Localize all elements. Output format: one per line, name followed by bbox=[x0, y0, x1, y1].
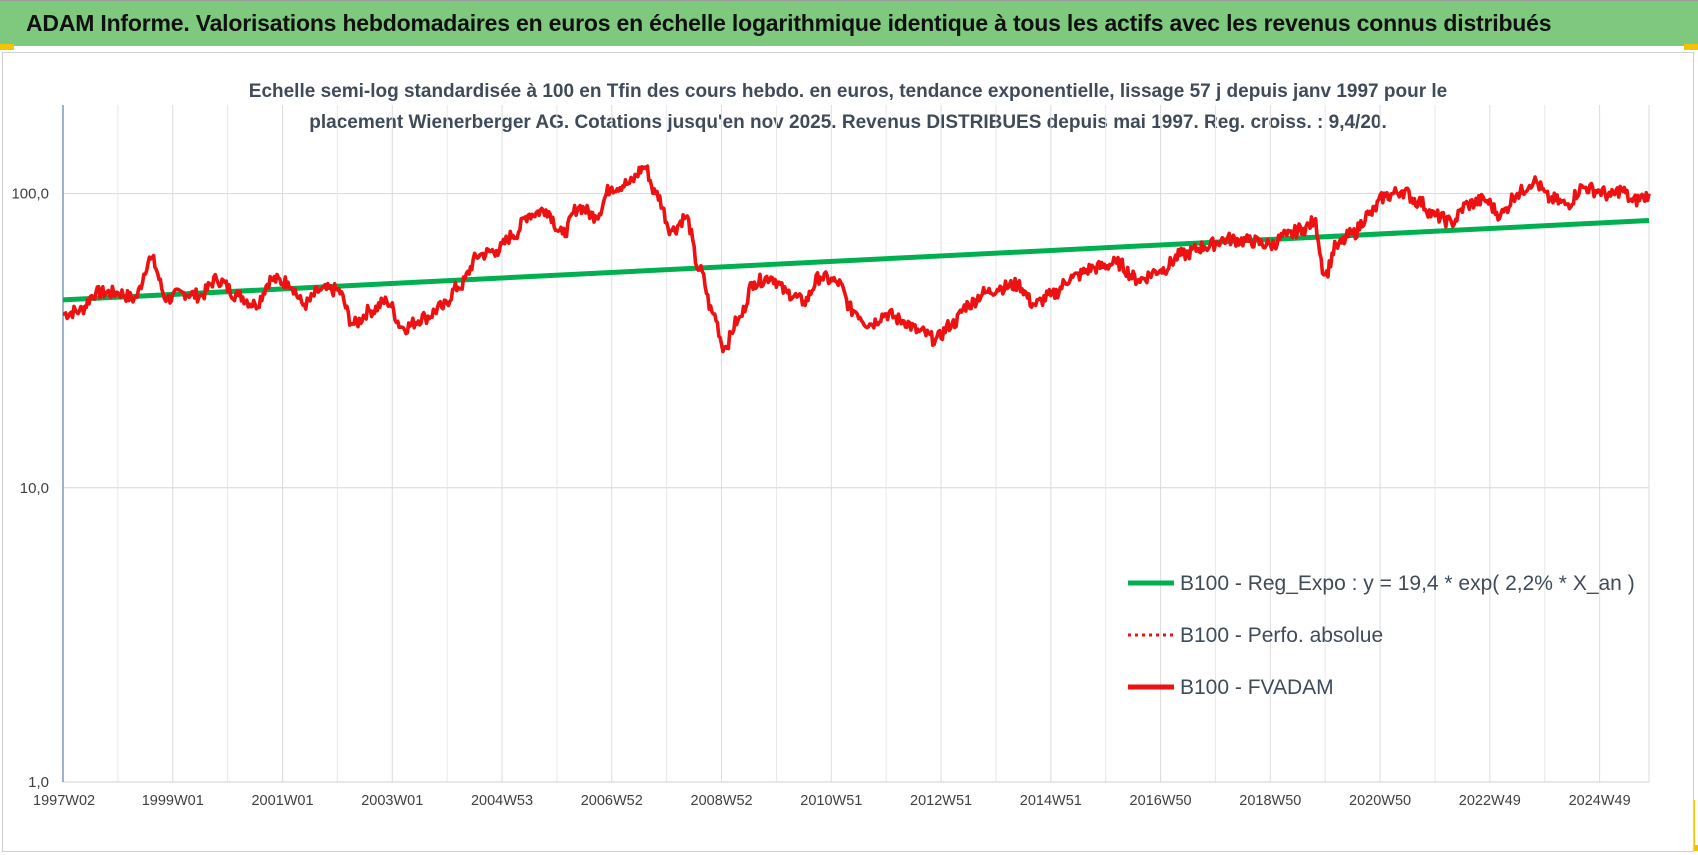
header-banner: ADAM Informe. Valorisations hebdomadaire… bbox=[0, 0, 1698, 46]
x-tick-label-0: 1997W02 bbox=[33, 793, 95, 809]
x-tick-label-6: 2008W52 bbox=[691, 793, 753, 809]
gridlines bbox=[62, 105, 1650, 783]
y-tick-label-0: 1,0 bbox=[28, 774, 49, 791]
x-tick-label-2: 2001W01 bbox=[251, 793, 313, 809]
corner-marker-top-left bbox=[0, 44, 14, 50]
x-tick-label-1: 1999W01 bbox=[142, 793, 204, 809]
x-tick-label-12: 2020W50 bbox=[1349, 793, 1411, 809]
x-tick-label-10: 2016W50 bbox=[1130, 793, 1192, 809]
legend-label-1: B100 - Perfo. absolue bbox=[1180, 624, 1383, 647]
x-tick-label-14: 2024W49 bbox=[1569, 793, 1631, 809]
x-tick-label-3: 2003W01 bbox=[361, 793, 423, 809]
y-axis-ticks: 1,0 10,0 100,0 bbox=[11, 186, 49, 791]
x-tick-label-5: 2006W52 bbox=[581, 793, 643, 809]
legend-label-0: B100 - Reg_Expo : y = 19,4 * exp( 2,2% *… bbox=[1180, 572, 1635, 595]
corner-marker-top-right bbox=[1684, 44, 1698, 50]
chart-subtitle-line-2: placement Wienerberger AG. Cotations jus… bbox=[309, 112, 1386, 133]
x-tick-label-7: 2010W51 bbox=[800, 793, 862, 809]
x-tick-label-4: 2004W53 bbox=[471, 793, 533, 809]
legend-label-2: B100 - FVADAM bbox=[1180, 676, 1334, 699]
x-tick-label-9: 2014W51 bbox=[1020, 793, 1082, 809]
page-title: ADAM Informe. Valorisations hebdomadaire… bbox=[26, 10, 1552, 36]
chart-subtitle-line-1: Echelle semi-log standardisée à 100 en T… bbox=[249, 81, 1447, 102]
y-tick-label-2: 100,0 bbox=[11, 186, 49, 203]
x-tick-label-11: 2018W50 bbox=[1239, 793, 1301, 809]
series-regression-line bbox=[62, 217, 1650, 303]
x-tick-label-8: 2012W51 bbox=[910, 793, 972, 809]
chart-frame bbox=[2, 52, 1694, 852]
chart-legend: B100 - Reg_Expo : y = 19,4 * exp( 2,2% *… bbox=[1128, 572, 1635, 699]
y-tick-label-1: 10,0 bbox=[20, 480, 49, 497]
series-layer bbox=[62, 164, 1651, 354]
series-fvadam-line bbox=[62, 164, 1651, 354]
x-axis-ticks: 1997W02 1999W01 2001W01 2003W01 2004W53 2006W… bbox=[33, 793, 1631, 809]
x-tick-label-13: 2022W49 bbox=[1459, 793, 1521, 809]
